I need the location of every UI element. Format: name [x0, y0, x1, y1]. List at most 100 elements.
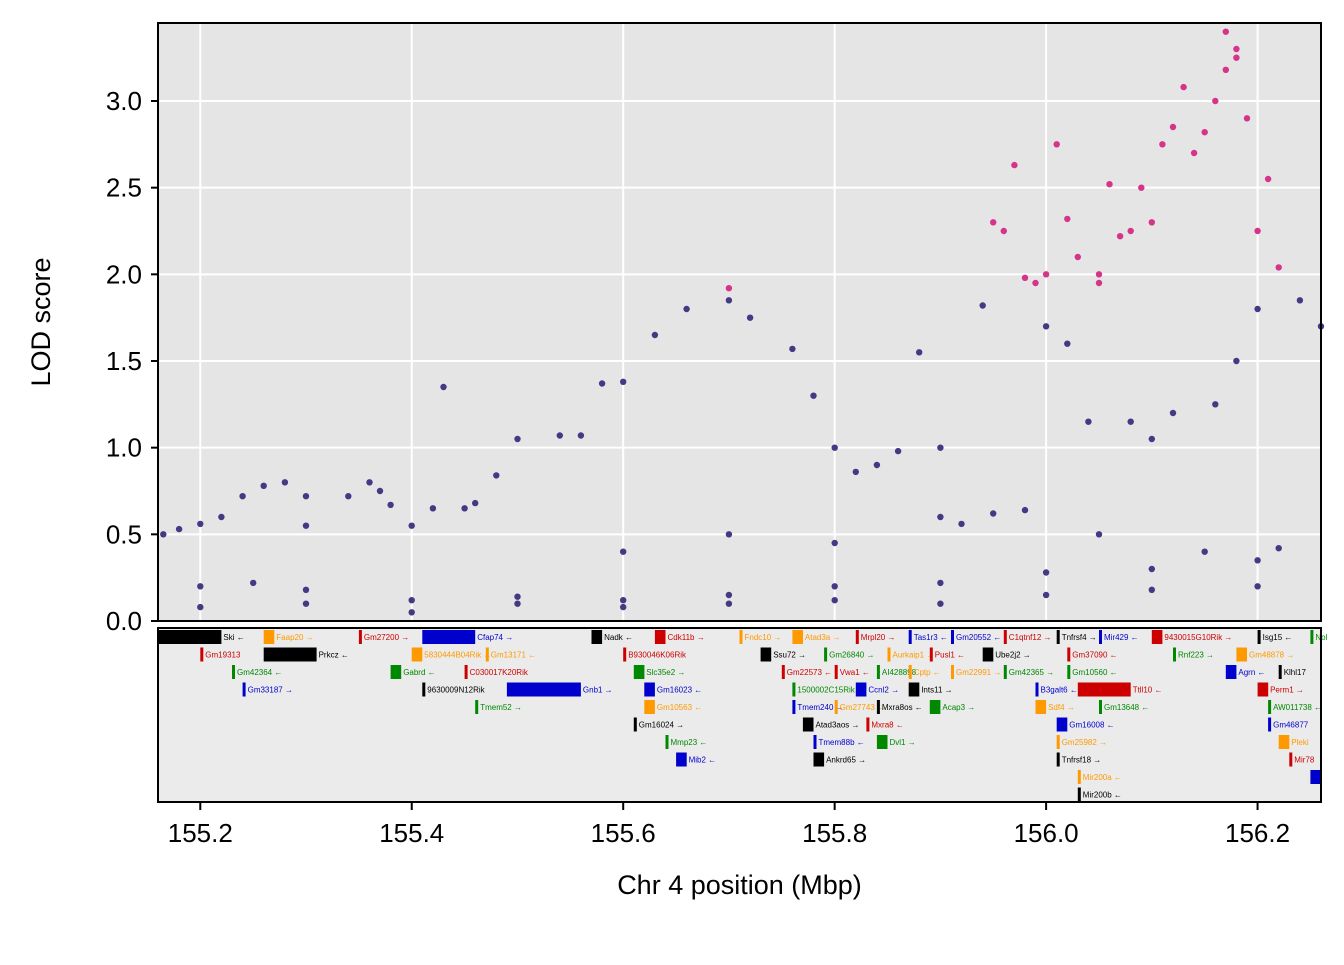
gene-label: Gm33187 →	[248, 686, 293, 695]
gene-label: Gm26840 →	[829, 651, 874, 660]
gene-bar	[1236, 647, 1247, 662]
data-point	[1042, 569, 1050, 576]
gene-bar	[1278, 665, 1282, 679]
gene-track: Ski ← Faap20 → Gm27200 → Cfap74 → Nadk ← Cdk1…	[158, 630, 1328, 802]
data-point	[873, 461, 881, 469]
gene-label: B3galt6 ←	[1041, 686, 1078, 695]
data-point	[1233, 45, 1240, 53]
data-point	[1159, 141, 1166, 148]
data-point	[514, 435, 521, 443]
gene-bar	[623, 647, 627, 662]
gene-bar	[676, 752, 687, 767]
gene-bar	[876, 700, 880, 714]
data-point	[160, 531, 167, 538]
gene-bar	[1003, 630, 1007, 644]
gene-label: Gm22573 ←	[787, 668, 832, 677]
gene-bar	[1003, 665, 1007, 679]
data-point	[1053, 141, 1060, 148]
data-point	[1243, 115, 1251, 122]
data-point	[831, 444, 838, 451]
gene-bar	[1067, 665, 1071, 679]
gene-bar	[1151, 630, 1163, 644]
gene-label: Tnfrsf4 →	[1062, 633, 1097, 642]
gene-label: Tas1r3 ←	[914, 633, 948, 642]
gene-label: Klhl17	[1284, 668, 1307, 677]
gene-label: Sdf4 →	[1048, 703, 1075, 712]
gene-bar	[760, 647, 772, 662]
gene-label: Gnb1 →	[583, 686, 613, 695]
data-point	[1106, 181, 1113, 188]
gene-label: Dvl1 →	[890, 738, 916, 747]
x-tick-label: 155.6	[591, 818, 656, 848]
data-point	[239, 493, 246, 500]
data-point	[1064, 215, 1071, 223]
data-point	[281, 479, 289, 486]
gene-label: Pleki	[1291, 738, 1309, 747]
gene-bar	[263, 630, 275, 644]
data-point	[408, 609, 415, 616]
data-points	[160, 28, 1325, 616]
gene-label: Mir200b ←	[1083, 791, 1122, 800]
gene-bar	[411, 647, 423, 662]
data-point	[620, 597, 627, 604]
gene-bar	[813, 735, 817, 749]
data-point	[620, 548, 627, 555]
gene-bar	[1035, 682, 1039, 697]
gene-bar	[464, 665, 468, 679]
gene-label: Atad3a →	[805, 633, 841, 642]
gene-bar	[485, 647, 489, 662]
data-point	[1000, 227, 1007, 235]
gene-label: Gm20552 ←	[956, 633, 1001, 642]
gene-label: Perm1 →	[1270, 686, 1304, 695]
y-tick-label: 1.0	[106, 433, 142, 463]
gene-label: Gm27743 →	[840, 703, 885, 712]
gene-label: Prkcz ←	[319, 651, 349, 660]
plot-frame	[157, 22, 1322, 622]
gene-label: Isg15 ←	[1263, 633, 1293, 642]
data-point	[1095, 279, 1103, 287]
data-point	[990, 219, 997, 226]
y-tick-label: 2.5	[106, 173, 142, 203]
data-point	[1074, 253, 1082, 261]
gene-label: Nadk ←	[604, 633, 633, 642]
data-point	[1169, 409, 1177, 417]
gene-label: Gm13171 ←	[491, 651, 536, 660]
data-point	[493, 472, 500, 479]
gene-label: Gm42365 →	[1009, 668, 1054, 677]
gene-label: Aurkaip1 →	[893, 651, 935, 660]
gene-label: C1qtnf12 →	[1009, 633, 1052, 642]
gene-label: Tmem240 →	[797, 703, 843, 712]
gene-bar	[242, 682, 246, 697]
data-point	[620, 378, 627, 385]
data-point	[387, 501, 394, 509]
gene-bar	[390, 665, 402, 679]
gene-label: Gm16008 ←	[1069, 721, 1114, 730]
gene-bar	[1268, 700, 1272, 714]
data-point	[831, 597, 838, 604]
gene-bar	[158, 630, 222, 644]
data-point	[1095, 531, 1103, 538]
gene-bar	[908, 682, 920, 697]
data-point	[990, 510, 997, 517]
gene-bar	[1056, 752, 1060, 767]
gene-label: Gm48878 →	[1249, 651, 1294, 660]
data-point	[1264, 175, 1272, 183]
data-point	[1222, 66, 1230, 74]
y-tick-label: 2.0	[106, 259, 142, 289]
gene-bar	[1225, 665, 1237, 679]
data-point	[376, 487, 384, 495]
data-point	[1021, 506, 1029, 514]
x-tick-label: 155.2	[168, 818, 233, 848]
gene-label: Mxra8os ←	[882, 703, 923, 712]
data-point	[725, 591, 733, 599]
gene-label: Mir200a ←	[1083, 773, 1122, 782]
gene-label: Mir429 ←	[1104, 633, 1139, 642]
gene-label: Cptp ←	[914, 668, 941, 677]
gene-bar	[1099, 630, 1102, 644]
data-point	[197, 520, 204, 528]
data-point	[1212, 401, 1219, 408]
data-point	[1021, 274, 1029, 281]
gene-bar	[929, 647, 933, 662]
plot-panel	[158, 23, 1321, 621]
gene-label: Mrpl20 →	[861, 633, 896, 642]
